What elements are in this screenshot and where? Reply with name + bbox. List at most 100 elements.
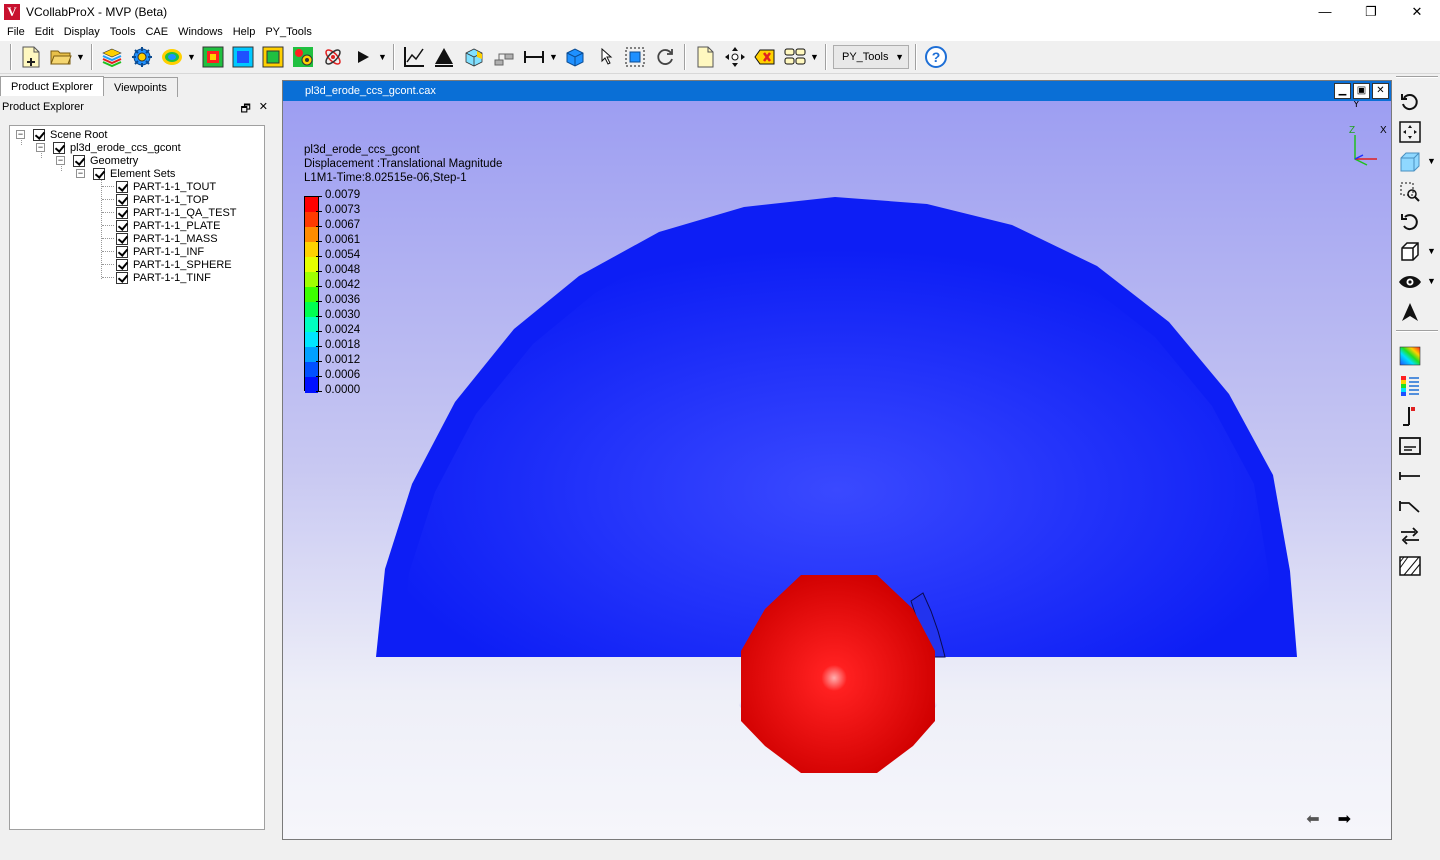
open-folder-icon[interactable] [48, 44, 74, 70]
eye-dropdown-icon[interactable]: ▼ [1427, 276, 1436, 286]
visibility-checkbox[interactable] [116, 193, 128, 206]
viewport-close-button[interactable]: ✕ [1372, 83, 1389, 99]
view-cube-icon[interactable] [1398, 150, 1422, 174]
tree-node-part[interactable]: PART-1-1_INF [102, 245, 204, 258]
fringe-plot-icon[interactable] [200, 44, 226, 70]
play-icon[interactable] [350, 44, 376, 70]
menu-cae[interactable]: CAE [145, 26, 169, 38]
color-map-icon[interactable] [1398, 344, 1422, 368]
visibility-checkbox[interactable] [116, 206, 128, 219]
visibility-checkbox[interactable] [33, 128, 45, 141]
group-dropdown-icon[interactable]: ▼ [810, 52, 819, 62]
menu-display[interactable]: Display [63, 26, 100, 38]
arc-measure-icon[interactable] [1398, 494, 1422, 518]
probe-icon[interactable] [491, 44, 517, 70]
visibility-checkbox[interactable] [53, 141, 65, 154]
path-tool-icon[interactable] [1398, 524, 1422, 548]
visibility-checkbox[interactable] [116, 219, 128, 232]
rotate-view-icon[interactable] [1398, 90, 1422, 114]
tab-viewpoints[interactable]: Viewpoints [103, 77, 178, 97]
tree-node-part[interactable]: PART-1-1_TINF [102, 271, 211, 284]
menu-file[interactable]: File [7, 26, 25, 38]
new-file-icon[interactable] [18, 44, 44, 70]
tree-node-part[interactable]: PART-1-1_TOP [102, 193, 209, 206]
display-mode-icon[interactable] [1398, 240, 1422, 264]
display-mode-dropdown-icon[interactable]: ▼ [1427, 246, 1436, 256]
refresh-icon[interactable] [652, 44, 678, 70]
close-button[interactable]: ✕ [1411, 3, 1423, 19]
document-icon[interactable] [692, 44, 718, 70]
legend-value-label: 0.0079 [325, 189, 361, 201]
legend-toggle-icon[interactable] [1398, 374, 1422, 398]
contour-plot-icon[interactable] [159, 44, 185, 70]
contour-dropdown-icon[interactable]: ▼ [187, 52, 196, 62]
tree-node-geometry[interactable]: − Geometry [56, 154, 138, 167]
tree-node-part[interactable]: PART-1-1_MASS [102, 232, 218, 245]
menu-tools[interactable]: Tools [109, 26, 136, 38]
measure-distance-icon[interactable] [521, 44, 547, 70]
visibility-checkbox[interactable] [116, 271, 128, 284]
visibility-checkbox[interactable] [116, 232, 128, 245]
tree-node-model[interactable]: − pl3d_erode_ccs_gcont [36, 141, 181, 154]
cube-section-icon[interactable] [461, 44, 487, 70]
collapse-toggle[interactable]: − [56, 155, 65, 165]
visibility-checkbox[interactable] [73, 154, 85, 167]
visibility-checkbox[interactable] [93, 167, 105, 180]
pan-move-icon[interactable] [722, 44, 748, 70]
delete-icon[interactable] [752, 44, 778, 70]
restore-button[interactable]: ❐ [1365, 3, 1377, 19]
tree-node-part[interactable]: PART-1-1_TOUT [102, 180, 216, 193]
fit-view-icon[interactable] [1398, 120, 1422, 144]
vector-plot-icon[interactable] [290, 44, 316, 70]
tree-node-part[interactable]: PART-1-1_QA_TEST [102, 206, 237, 219]
viewport-minimize-button[interactable]: ▁ [1334, 83, 1351, 99]
3d-canvas[interactable]: Y Z X pl3d_erode_ccs_gcont Displacement … [283, 101, 1391, 839]
cube-3d-icon[interactable] [562, 44, 588, 70]
open-dropdown-icon[interactable]: ▼ [76, 52, 85, 62]
menu-edit[interactable]: Edit [34, 26, 54, 38]
menu-help[interactable]: Help [232, 26, 256, 38]
visibility-checkbox[interactable] [116, 180, 128, 193]
menu-py-tools[interactable]: PY_Tools [265, 26, 312, 38]
undo-view-icon[interactable] [1398, 210, 1422, 234]
tab-product-explorer[interactable]: Product Explorer [0, 76, 104, 96]
probe-marker-icon[interactable] [1398, 404, 1422, 428]
eye-icon[interactable] [1398, 270, 1422, 294]
previous-step-icon[interactable]: ⬅ [1306, 811, 1320, 828]
pointer-arrow-icon[interactable] [1398, 300, 1422, 324]
atom-icon[interactable] [320, 44, 346, 70]
minimize-button[interactable]: — [1318, 4, 1332, 19]
collapse-toggle[interactable]: − [36, 142, 45, 152]
tree-node-part[interactable]: PART-1-1_PLATE [102, 219, 220, 232]
tree-node-scene-root[interactable]: − Scene Root [16, 128, 107, 141]
tree-node-part[interactable]: PART-1-1_SPHERE [102, 258, 232, 271]
viewport-maximize-button[interactable]: ▣ [1353, 83, 1370, 99]
float-panel-icon[interactable]: 🗗 [240, 103, 251, 115]
tree-node-element-sets[interactable]: − Element Sets [76, 167, 175, 180]
annotation-icon[interactable] [1398, 434, 1422, 458]
pick-cursor-icon[interactable] [592, 44, 618, 70]
mesh-triangle-icon[interactable] [431, 44, 457, 70]
play-dropdown-icon[interactable]: ▼ [378, 52, 387, 62]
layers-icon[interactable] [99, 44, 125, 70]
measure-dropdown-icon[interactable]: ▼ [549, 52, 558, 62]
frame-plot-icon[interactable] [260, 44, 286, 70]
collapse-toggle[interactable]: − [16, 129, 25, 139]
xy-plot-icon[interactable] [401, 44, 427, 70]
zoom-box-icon[interactable] [1398, 180, 1422, 204]
view-cube-dropdown-icon[interactable]: ▼ [1427, 156, 1436, 166]
help-icon[interactable]: ? [923, 44, 949, 70]
next-step-icon[interactable]: ➡ [1337, 811, 1351, 828]
iso-surface-icon[interactable] [230, 44, 256, 70]
line-measure-icon[interactable] [1398, 464, 1422, 488]
gear-icon[interactable] [129, 44, 155, 70]
menu-windows[interactable]: Windows [178, 26, 223, 38]
visibility-checkbox[interactable] [116, 258, 128, 271]
section-hatch-icon[interactable] [1398, 554, 1422, 578]
close-panel-icon[interactable]: ✕ [258, 101, 268, 113]
visibility-checkbox[interactable] [116, 245, 128, 258]
box-select-icon[interactable] [622, 44, 648, 70]
group-icon[interactable] [782, 44, 808, 70]
collapse-toggle[interactable]: − [76, 168, 85, 178]
py-tools-combo[interactable]: PY_Tools ▼ [833, 45, 909, 69]
